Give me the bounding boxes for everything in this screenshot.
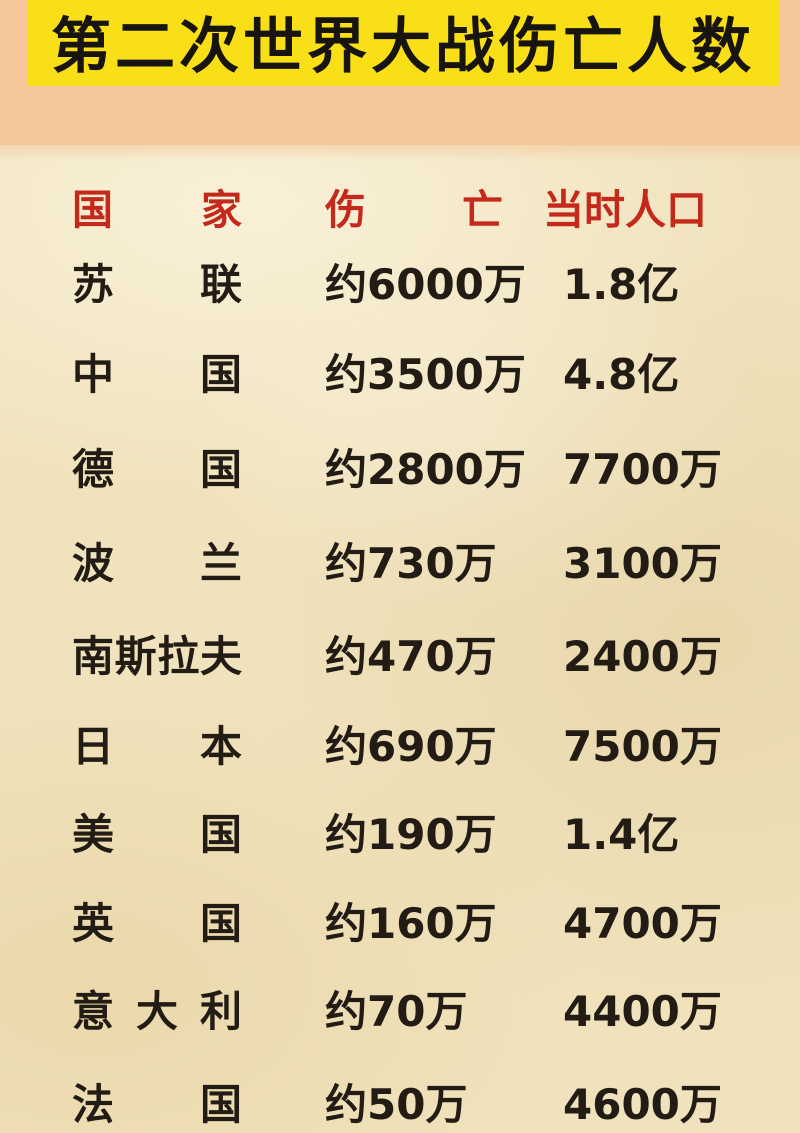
table-row: 美国 约190万 1.4亿: [0, 810, 800, 860]
country-cell: 波兰: [72, 539, 242, 588]
table-header-row: 国家 伤亡 当时人口: [0, 185, 800, 235]
population-cell: 1.8亿: [563, 260, 680, 309]
country-cell: 美国: [72, 810, 242, 859]
population-cell: 7700万: [563, 445, 722, 494]
casualties-cell: 约70万: [325, 987, 468, 1036]
table-row: 日本 约690万 7500万: [0, 722, 800, 772]
country-cell: 苏联: [72, 260, 242, 309]
country-cell: 德国: [72, 445, 242, 494]
casualties-cell: 约730万: [325, 539, 497, 588]
casualties-cell: 约190万: [325, 810, 497, 859]
table-row: 中国 约3500万 4.8亿: [0, 350, 800, 400]
casualties-cell: 约50万: [325, 1080, 468, 1129]
column-header-casualties: 伤亡: [325, 186, 503, 234]
population-cell: 2400万: [563, 632, 722, 681]
country-cell: 南斯拉夫: [72, 632, 242, 681]
population-cell: 3100万: [563, 539, 722, 588]
country-cell: 中国: [72, 350, 242, 399]
population-cell: 1.4亿: [563, 810, 680, 859]
table-row: 波兰 约730万 3100万: [0, 539, 800, 589]
table-row: 英国 约160万 4700万: [0, 899, 800, 949]
casualties-cell: 约470万: [325, 632, 497, 681]
table-row: 德国 约2800万 7700万: [0, 445, 800, 495]
country-cell: 英国: [72, 899, 242, 948]
country-cell: 法国: [72, 1080, 242, 1129]
population-cell: 4700万: [563, 899, 722, 948]
table-row: 意大利 约70万 4400万: [0, 987, 800, 1037]
casualties-cell: 约6000万: [325, 260, 526, 309]
population-cell: 7500万: [563, 722, 722, 771]
population-cell: 4.8亿: [563, 350, 680, 399]
country-cell: 日本: [72, 722, 242, 771]
casualties-cell: 约690万: [325, 722, 497, 771]
column-header-country: 国家: [72, 186, 242, 234]
table-row: 南斯拉夫 约470万 2400万: [0, 632, 800, 682]
country-cell: 意大利: [72, 987, 242, 1036]
table-row: 法国 约50万 4600万: [0, 1080, 800, 1130]
column-header-population: 当时人口: [543, 186, 707, 234]
population-cell: 4400万: [563, 987, 722, 1036]
parchment-table-area: 国家 伤亡 当时人口 苏联 约6000万 1.8亿 中国 约3500万 4.8亿…: [0, 145, 800, 1133]
casualties-cell: 约2800万: [325, 445, 526, 494]
title-banner: 第二次世界大战伤亡人数: [27, 0, 779, 86]
casualties-cell: 约160万: [325, 899, 497, 948]
page-title: 第二次世界大战伤亡人数: [51, 11, 755, 82]
table-row: 苏联 约6000万 1.8亿: [0, 260, 800, 310]
population-cell: 4600万: [563, 1080, 722, 1129]
casualties-cell: 约3500万: [325, 350, 526, 399]
